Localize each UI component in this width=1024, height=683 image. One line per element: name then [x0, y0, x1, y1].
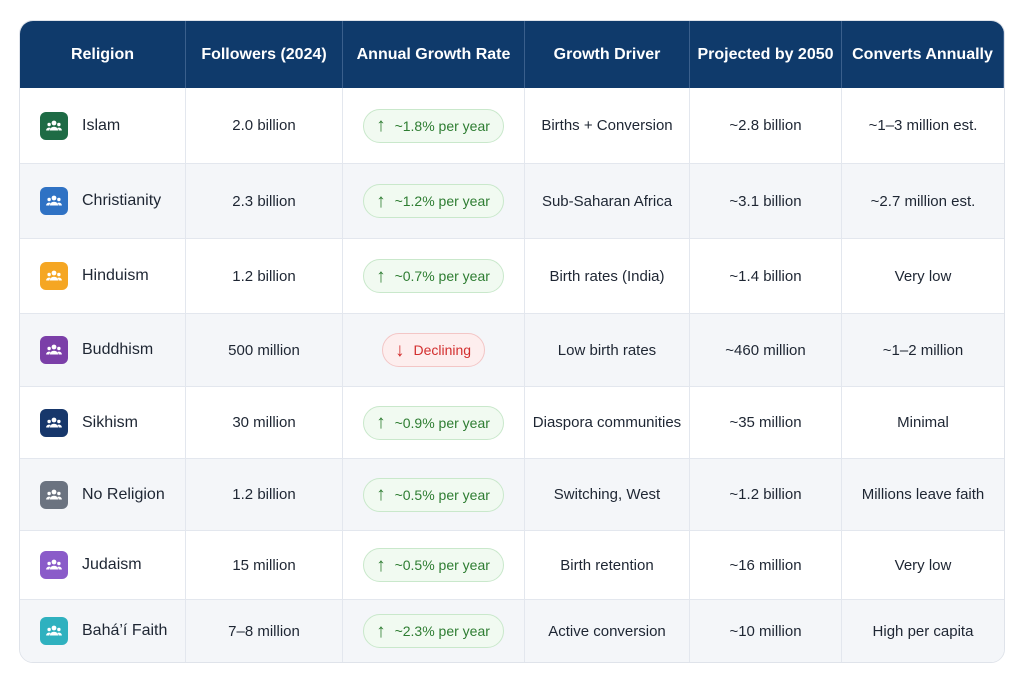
- growth-driver-cell: Sub-Saharan Africa: [525, 164, 690, 239]
- converts-cell: ~1–2 million: [842, 314, 1004, 387]
- converts-cell: ~2.7 million est.: [842, 164, 1004, 239]
- religion-name: Islam: [82, 116, 121, 134]
- religion-cell: Judaism: [20, 531, 186, 600]
- arrow-up-icon: ↑: [376, 265, 386, 287]
- growth-driver-cell: Diaspora communities: [525, 387, 690, 459]
- religion-cell: Buddhism: [20, 314, 186, 387]
- growth-rate-cell: ↑ ~0.5% per year: [343, 459, 525, 531]
- followers-cell: 15 million: [186, 531, 343, 600]
- converts-cell: Minimal: [842, 387, 1004, 459]
- people-icon: [40, 408, 68, 437]
- column-header-religion[interactable]: Religion: [20, 21, 186, 88]
- arrow-up-icon: ↑: [376, 115, 386, 136]
- growth-rate-cell: ↑ ~1.2% per year: [343, 164, 525, 239]
- growth-driver-cell: Birth rates (India): [525, 239, 690, 314]
- growth-driver-cell: Births + Conversion: [525, 88, 690, 164]
- growth-badge: ↓ Declining: [381, 333, 486, 367]
- religion-name: Bahá’í Faith: [82, 622, 168, 639]
- arrow-down-icon: ↓: [394, 339, 405, 361]
- projected-cell: ~16 million: [690, 531, 842, 600]
- growth-text: ~1.8% per year: [394, 117, 490, 134]
- followers-cell: 1.2 billion: [186, 459, 343, 531]
- column-header-growth-rate[interactable]: Annual Growth Rate: [343, 21, 525, 88]
- growth-rate-cell: ↓ Declining: [343, 314, 525, 387]
- column-header-projected[interactable]: Projected by 2050: [690, 21, 842, 88]
- growth-driver-cell: Birth retention: [525, 531, 690, 600]
- religion-table: Religion Followers (2024) Annual Growth …: [19, 20, 1005, 663]
- religion-name: Hinduism: [82, 267, 149, 284]
- religion-cell: No Religion: [20, 459, 186, 531]
- arrow-up-icon: ↑: [376, 484, 386, 505]
- growth-badge: ↑ ~0.5% per year: [363, 548, 504, 582]
- growth-text: ~0.9% per year: [394, 414, 490, 431]
- religion-cell: Islam: [20, 88, 186, 164]
- projected-cell: ~1.4 billion: [690, 239, 842, 314]
- followers-cell: 7–8 million: [186, 600, 343, 662]
- growth-text: ~0.5% per year: [394, 486, 490, 503]
- growth-rate-cell: ↑ ~2.3% per year: [343, 600, 525, 662]
- people-icon: [40, 336, 68, 364]
- growth-rate-cell: ↑ ~0.7% per year: [343, 239, 525, 314]
- projected-cell: ~3.1 billion: [690, 164, 842, 239]
- religion-name: Sikhism: [82, 413, 139, 431]
- converts-cell: Millions leave faith: [842, 459, 1004, 531]
- growth-text: ~2.3% per year: [394, 623, 490, 639]
- growth-rate-cell: ↑ ~0.9% per year: [343, 387, 525, 459]
- growth-text: ~1.2% per year: [394, 193, 490, 209]
- projected-cell: ~35 million: [690, 387, 842, 459]
- growth-badge: ↑ ~0.5% per year: [363, 477, 504, 512]
- people-icon: [40, 551, 68, 579]
- growth-text: ~0.7% per year: [394, 268, 490, 284]
- column-header-followers[interactable]: Followers (2024): [186, 21, 343, 88]
- growth-badge: ↑ ~0.9% per year: [363, 405, 504, 440]
- religion-cell: Bahá’í Faith: [20, 600, 186, 662]
- arrow-up-icon: ↑: [376, 190, 386, 212]
- column-header-converts[interactable]: Converts Annually: [842, 21, 1004, 88]
- religion-cell: Hinduism: [20, 239, 186, 314]
- religion-cell: Christianity: [20, 164, 186, 239]
- growth-driver-cell: Active conversion: [525, 600, 690, 662]
- religion-name: Judaism: [82, 556, 142, 573]
- people-icon: [40, 617, 68, 645]
- growth-badge: ↑ ~1.2% per year: [363, 184, 504, 218]
- growth-text: ~0.5% per year: [394, 557, 490, 573]
- arrow-up-icon: ↑: [376, 554, 386, 576]
- religion-name: Buddhism: [82, 341, 154, 358]
- growth-badge: ↑ ~2.3% per year: [363, 614, 504, 648]
- growth-driver-cell: Switching, West: [525, 459, 690, 531]
- followers-cell: 30 million: [186, 387, 343, 459]
- arrow-up-icon: ↑: [376, 620, 386, 642]
- religion-name: Christianity: [82, 192, 162, 209]
- arrow-up-icon: ↑: [376, 412, 386, 433]
- column-header-growth-driver[interactable]: Growth Driver: [525, 21, 690, 88]
- projected-cell: ~10 million: [690, 600, 842, 662]
- growth-rate-cell: ↑ ~1.8% per year: [343, 88, 525, 164]
- projected-cell: ~1.2 billion: [690, 459, 842, 531]
- projected-cell: ~460 million: [690, 314, 842, 387]
- people-icon: [40, 111, 68, 140]
- followers-cell: 1.2 billion: [186, 239, 343, 314]
- followers-cell: 2.3 billion: [186, 164, 343, 239]
- growth-rate-cell: ↑ ~0.5% per year: [343, 531, 525, 600]
- people-icon: [40, 187, 68, 215]
- converts-cell: ~1–3 million est.: [842, 88, 1004, 164]
- projected-cell: ~2.8 billion: [690, 88, 842, 164]
- religion-cell: Sikhism: [20, 387, 186, 459]
- religion-name: No Religion: [82, 485, 165, 503]
- growth-text: Declining: [413, 342, 472, 358]
- growth-driver-cell: Low birth rates: [525, 314, 690, 387]
- people-icon: [40, 480, 68, 509]
- converts-cell: Very low: [842, 239, 1004, 314]
- people-icon: [40, 262, 68, 290]
- followers-cell: 2.0 billion: [186, 88, 343, 164]
- growth-badge: ↑ ~0.7% per year: [363, 259, 504, 293]
- converts-cell: High per capita: [842, 600, 1004, 662]
- growth-badge: ↑ ~1.8% per year: [363, 108, 504, 143]
- table-grid: Religion Followers (2024) Annual Growth …: [20, 21, 1004, 662]
- converts-cell: Very low: [842, 531, 1004, 600]
- followers-cell: 500 million: [186, 314, 343, 387]
